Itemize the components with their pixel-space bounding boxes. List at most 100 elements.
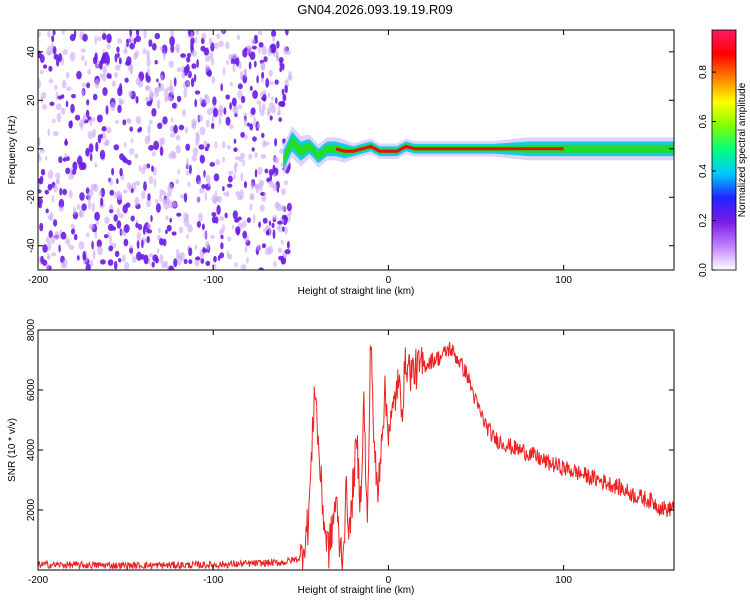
noise-blob xyxy=(175,178,180,185)
noise-blob xyxy=(149,119,153,125)
noise-blob xyxy=(44,189,49,195)
noise-blob xyxy=(249,85,253,91)
noise-blob xyxy=(92,93,98,101)
noise-blob xyxy=(270,105,277,114)
noise-blob xyxy=(271,43,277,54)
noise-blob xyxy=(78,210,83,218)
noise-blob xyxy=(256,100,261,105)
noise-blob xyxy=(234,262,238,268)
noise-blob xyxy=(118,258,122,263)
noise-blob xyxy=(167,183,173,194)
noise-blob xyxy=(100,133,103,139)
noise-blob xyxy=(95,141,99,152)
noise-blob xyxy=(142,225,146,235)
noise-blob xyxy=(55,91,59,101)
noise-blob xyxy=(163,88,169,99)
noise-blob xyxy=(117,52,120,59)
noise-blob xyxy=(116,46,120,53)
noise-blob xyxy=(61,30,66,35)
noise-blob xyxy=(169,218,172,223)
noise-blob xyxy=(101,126,107,132)
noise-blob xyxy=(186,233,189,240)
noise-blob xyxy=(46,51,52,56)
noise-blob xyxy=(231,53,238,60)
noise-blob xyxy=(233,138,237,144)
colorbar: 0.0 0.2 0.4 0.6 0.8 Normalized spectral ampl… xyxy=(698,29,748,277)
noise-blob xyxy=(116,220,122,229)
noise-blob xyxy=(177,168,181,175)
noise-blob xyxy=(272,35,276,43)
noise-blob xyxy=(249,203,253,211)
noise-blob xyxy=(136,30,140,37)
noise-blob xyxy=(160,74,164,82)
noise-blob xyxy=(38,182,41,189)
noise-blob xyxy=(272,229,276,240)
noise-blob xyxy=(58,206,64,212)
noise-blob xyxy=(180,53,187,58)
noise-blob xyxy=(136,251,142,261)
noise-blob xyxy=(165,229,168,234)
noise-blob xyxy=(275,203,282,212)
noise-blob xyxy=(187,224,193,233)
noise-blob xyxy=(94,35,97,45)
noise-blob xyxy=(118,57,122,65)
noise-blob xyxy=(164,96,168,103)
noise-blob xyxy=(136,240,140,249)
noise-blob xyxy=(142,48,147,55)
x-tick-label: -200 xyxy=(28,575,48,586)
noise-blob xyxy=(226,145,231,150)
noise-blob xyxy=(117,208,120,215)
noise-blob xyxy=(119,153,125,161)
noise-blob xyxy=(258,179,264,187)
noise-blob xyxy=(90,183,97,190)
noise-blob xyxy=(203,169,206,178)
noise-blob xyxy=(222,223,225,233)
noise-blob xyxy=(127,118,132,125)
noise-blob xyxy=(150,215,153,222)
noise-blob xyxy=(123,141,127,148)
chart-title: GN04.2026.093.19.19.R09 xyxy=(297,2,453,17)
noise-blob xyxy=(154,87,160,98)
noise-blob xyxy=(273,261,277,268)
noise-blob xyxy=(113,214,118,222)
noise-blob xyxy=(276,40,280,49)
noise-blob xyxy=(272,214,278,220)
noise-blob xyxy=(147,193,151,201)
noise-blob xyxy=(88,143,94,153)
noise-blob xyxy=(122,119,127,126)
noise-blob xyxy=(251,147,255,152)
noise-blob xyxy=(281,188,286,196)
noise-blob xyxy=(257,166,263,175)
noise-blob xyxy=(50,252,57,257)
noise-blob xyxy=(253,116,257,127)
noise-blob xyxy=(99,149,106,160)
noise-blob xyxy=(201,223,205,231)
noise-blob xyxy=(251,38,256,45)
noise-blob xyxy=(250,181,255,190)
noise-blob xyxy=(238,61,242,70)
noise-blob xyxy=(172,151,177,159)
noise-blob xyxy=(204,64,210,72)
noise-blob xyxy=(203,231,208,239)
noise-blob xyxy=(68,244,75,250)
noise-blob xyxy=(232,63,236,73)
noise-blob xyxy=(211,76,216,84)
noise-blob xyxy=(116,178,119,185)
noise-blob xyxy=(113,260,118,270)
noise-blob xyxy=(69,51,76,62)
snr-series-line xyxy=(38,341,674,570)
noise-blob xyxy=(229,124,234,130)
snr-axes: -200 -100 0 100 2000 4000 6000 8000 xyxy=(26,318,674,586)
noise-blob xyxy=(123,49,128,54)
noise-blob xyxy=(264,141,270,146)
noise-blob xyxy=(153,178,157,188)
noise-blob xyxy=(58,244,61,253)
noise-blob xyxy=(145,85,149,91)
noise-blob xyxy=(240,152,245,159)
y-tick-label: 2000 xyxy=(26,498,37,521)
noise-blob xyxy=(138,126,143,132)
noise-blob xyxy=(236,195,243,200)
noise-blob xyxy=(194,244,198,251)
noise-blob xyxy=(203,47,210,56)
noise-blob xyxy=(38,31,41,38)
